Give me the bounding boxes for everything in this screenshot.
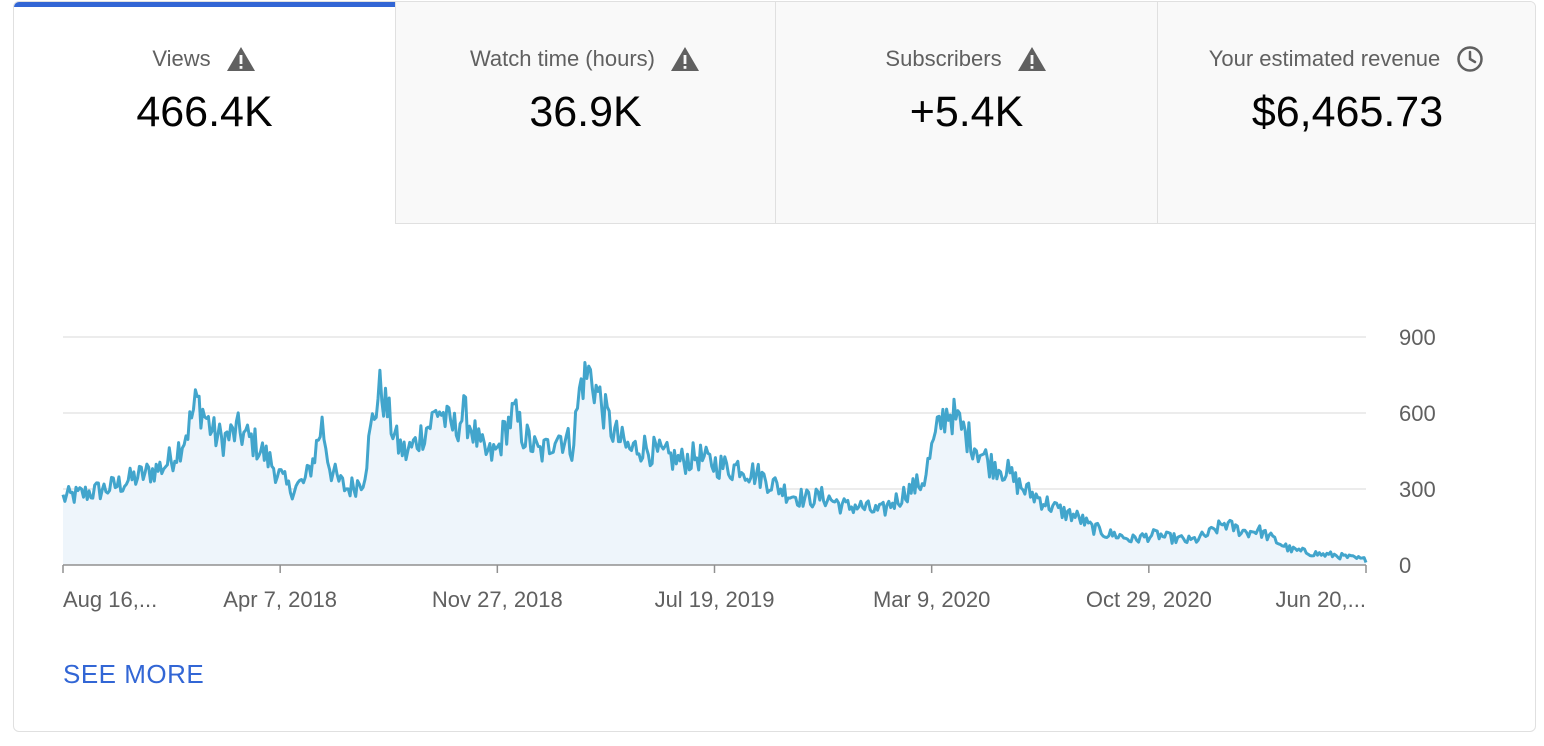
tab-watch-time[interactable]: Watch time (hours) 36.9K — [396, 2, 776, 224]
tab-label: Views — [152, 46, 211, 71]
tab-estimated-revenue[interactable]: Your estimated revenue $6,465.73 — [1158, 2, 1535, 224]
x-tick-label: Jul 19, 2019 — [655, 587, 775, 612]
x-tick-label: Jun 20,... — [1275, 587, 1366, 612]
views-chart: Aug 16,... Apr 7, 2018 Nov 27, 2018 Jul 19,… — [14, 224, 1535, 644]
tab-watch-time-header: Watch time (hours) — [396, 44, 775, 74]
clock-icon[interactable] — [1454, 44, 1486, 74]
x-tick-label: Nov 27, 2018 — [432, 587, 563, 612]
tab-value: $6,465.73 — [1251, 88, 1444, 136]
x-tick-label: Apr 7, 2018 — [223, 587, 337, 612]
metric-tabs: Views 466.4K Watch time (hours) 36.9K Su… — [14, 2, 1535, 224]
tab-revenue-header: Your estimated revenue — [1158, 44, 1535, 74]
y-tick-label: 900 — [1399, 325, 1436, 350]
x-ticks: Aug 16,... Apr 7, 2018 Nov 27, 2018 Jul 19,… — [62, 565, 1367, 612]
y-tick-label: 0 — [1399, 553, 1411, 578]
tab-subscribers[interactable]: Subscribers +5.4K — [776, 2, 1158, 224]
warning-icon[interactable] — [225, 44, 257, 74]
tab-value: +5.4K — [909, 88, 1024, 136]
see-more-button[interactable]: SEE MORE — [63, 659, 205, 689]
series-line — [61, 361, 1368, 564]
x-tick-label: Oct 29, 2020 — [1086, 587, 1212, 612]
tab-value: 36.9K — [529, 88, 642, 136]
tab-subscribers-header: Subscribers — [776, 44, 1157, 74]
tab-value: 466.4K — [136, 88, 273, 136]
analytics-card: Views 466.4K Watch time (hours) 36.9K Su… — [13, 1, 1536, 732]
tab-label: Watch time (hours) — [469, 46, 655, 71]
y-tick-label: 300 — [1399, 477, 1436, 502]
tab-label: Your estimated revenue — [1208, 46, 1441, 71]
y-ticks: 0 300 600 900 — [1399, 325, 1436, 578]
warning-icon[interactable] — [1016, 44, 1048, 74]
warning-icon[interactable] — [669, 44, 701, 74]
y-tick-label: 600 — [1399, 401, 1436, 426]
tab-label: Subscribers — [885, 46, 1002, 71]
views-chart-svg: Aug 16,... Apr 7, 2018 Nov 27, 2018 Jul 19,… — [61, 325, 1436, 612]
tab-views[interactable]: Views 466.4K — [14, 2, 396, 224]
x-tick-label: Mar 9, 2020 — [873, 587, 990, 612]
x-tick-label: Aug 16,... — [63, 587, 157, 612]
tab-views-header: Views — [14, 44, 395, 74]
